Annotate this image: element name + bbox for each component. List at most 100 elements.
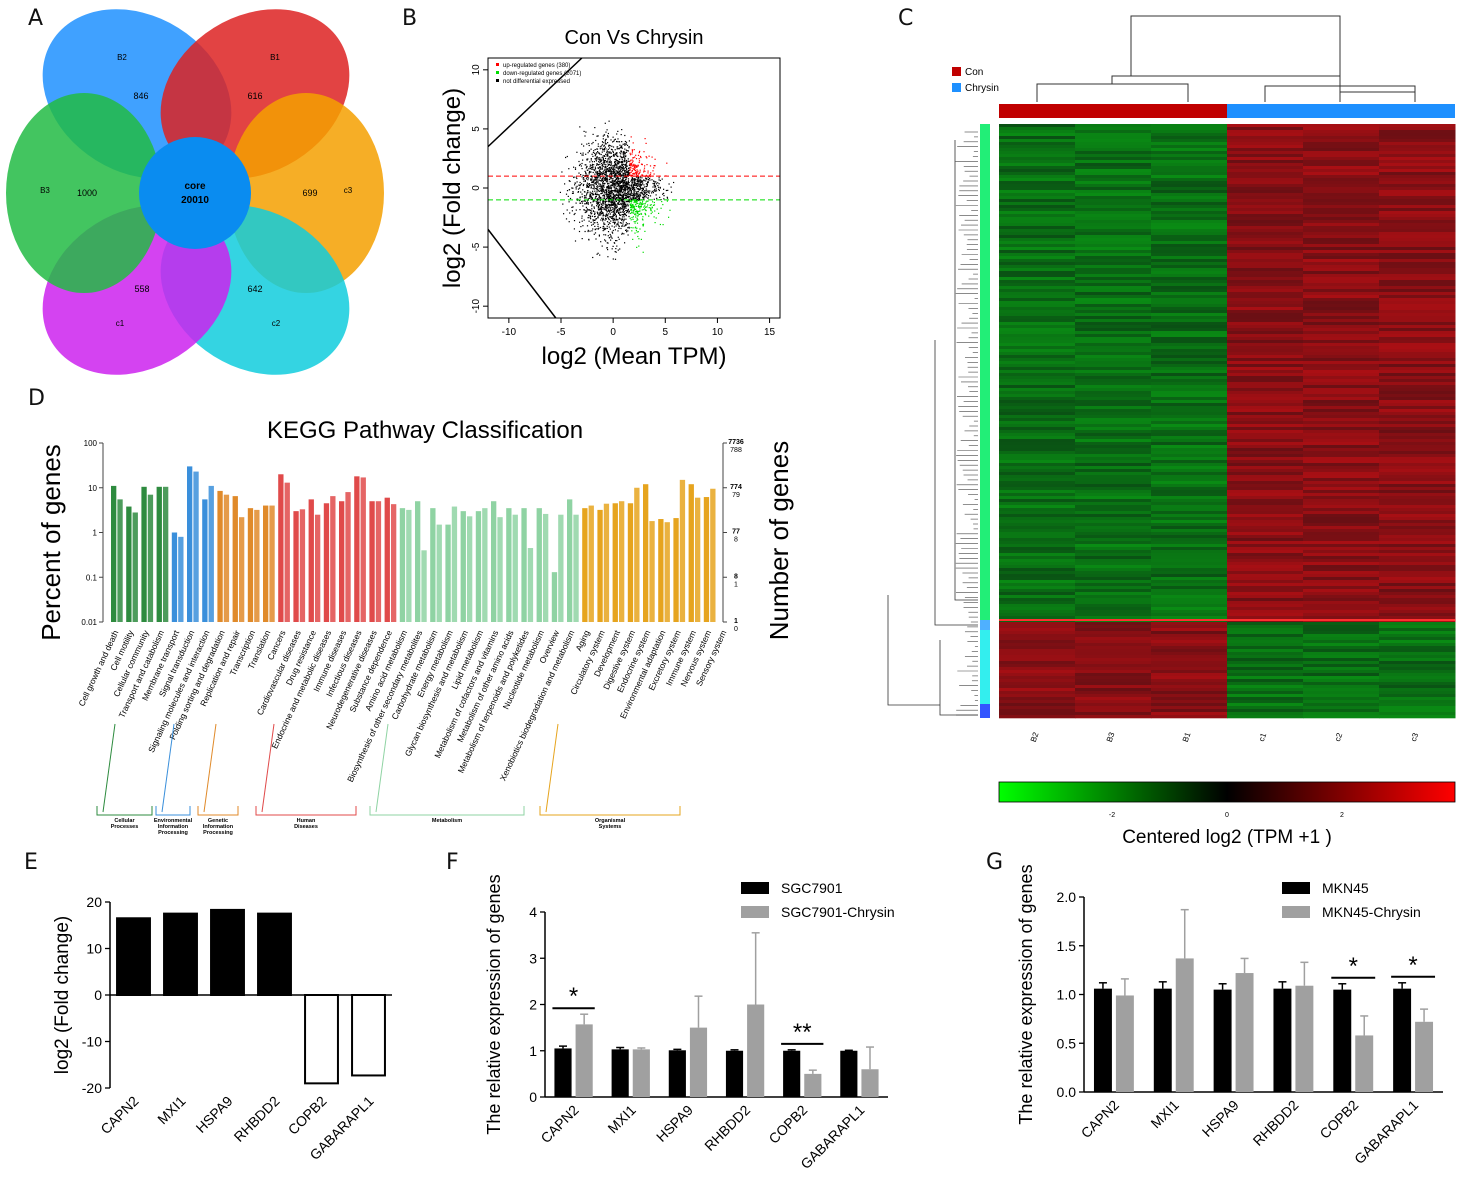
- heatmap-cell: [1379, 244, 1456, 248]
- heatmap-cell: [1379, 382, 1456, 386]
- heatmap-cell: [1379, 208, 1456, 212]
- heatmap-cell: [1227, 274, 1304, 278]
- ma-point: [647, 176, 649, 178]
- heatmap-cell: [1075, 178, 1152, 182]
- ma-point: [613, 210, 615, 212]
- heatmap-cell: [1075, 712, 1152, 716]
- ma-point: [604, 223, 606, 225]
- ma-point: [594, 179, 596, 181]
- heatmap-cell: [1379, 400, 1456, 404]
- ma-point: [629, 169, 631, 171]
- ma-point: [648, 155, 650, 157]
- ma-point: [566, 190, 569, 192]
- ma-point: [590, 194, 592, 196]
- significance-mark: *: [1408, 952, 1417, 979]
- ma-xtick-label: 15: [764, 327, 776, 338]
- ma-point: [580, 165, 582, 167]
- heatmap-cell: [1151, 346, 1228, 350]
- heatmap-cell: [1151, 202, 1228, 206]
- heatmap-cell: [999, 664, 1076, 668]
- ma-point: [644, 175, 646, 177]
- heatmap-cell: [1379, 652, 1456, 656]
- ma-point: [617, 221, 619, 223]
- ma-point: [594, 219, 596, 221]
- ma-point: [607, 231, 610, 233]
- ma-point: [646, 206, 648, 208]
- ma-point: [615, 166, 617, 168]
- ma-point: [609, 160, 611, 162]
- heatmap-cell: [1303, 256, 1380, 260]
- heatmap-cell: [1303, 634, 1380, 638]
- ma-point: [603, 179, 605, 181]
- ma-point: [639, 196, 641, 198]
- ma-point: [594, 232, 597, 234]
- heatmap-cell: [999, 541, 1076, 545]
- heatmap-cell: [1151, 364, 1228, 368]
- kegg-tick-right-label: 77: [732, 529, 740, 536]
- ma-point: [607, 180, 609, 182]
- ma-point: [647, 195, 650, 197]
- ma-point: [635, 166, 637, 168]
- heatmap-cell: [1379, 664, 1456, 668]
- ma-point: [581, 183, 583, 185]
- ma-point: [588, 144, 590, 147]
- heatmap-cell: [1227, 337, 1304, 341]
- ma-point: [623, 197, 625, 199]
- heatmap-cell: [1151, 427, 1228, 431]
- heatmap-sample-label: c1: [1257, 731, 1269, 743]
- heatmap-cell: [1151, 490, 1228, 494]
- kegg-group-label: Diseases: [294, 824, 318, 830]
- ma-point: [621, 141, 623, 143]
- kegg-bar-b: [254, 509, 260, 622]
- ma-point: [609, 162, 611, 164]
- heatmap-side-dendrogram: [887, 131, 978, 716]
- ma-point: [654, 210, 656, 212]
- ma-point: [616, 161, 618, 163]
- heatmap-cell: [1075, 340, 1152, 344]
- heatmap-cell: [1151, 160, 1228, 164]
- ma-point: [635, 197, 637, 199]
- ma-point: [618, 212, 620, 214]
- ma-xtick-label: 5: [663, 327, 669, 338]
- heatmap-cell: [1227, 130, 1304, 134]
- ma-point: [638, 158, 640, 160]
- ma-point: [639, 201, 641, 204]
- ma-point: [624, 202, 626, 204]
- heatmap-cell: [1151, 154, 1228, 158]
- ma-point: [599, 226, 602, 229]
- heatmap-cell: [1379, 154, 1456, 158]
- kegg-bar-b: [299, 509, 306, 622]
- heatmap-cell: [1075, 604, 1152, 608]
- ma-point: [629, 196, 631, 198]
- heatmap-cell: [1151, 271, 1228, 275]
- ma-point: [588, 142, 590, 144]
- ma-point: [609, 187, 611, 190]
- heatmap-cell: [1075, 124, 1152, 128]
- ma-point: [623, 216, 625, 218]
- ma-point: [626, 183, 629, 185]
- heatmap-cell: [999, 481, 1076, 485]
- ma-point: [615, 206, 618, 209]
- heatmap-cell: [1303, 436, 1380, 440]
- heatmap-cell: [1151, 163, 1228, 167]
- heatmap-cell: [999, 367, 1076, 371]
- heatmap-cell: [1151, 133, 1228, 137]
- heatmap-cluster-bar-1: [980, 124, 990, 620]
- heatmap-cell: [1227, 667, 1304, 671]
- ma-point: [622, 163, 624, 165]
- heatmap-cell: [1379, 577, 1456, 581]
- ma-point: [613, 214, 615, 217]
- ma-point: [615, 219, 617, 221]
- heatmap-cell: [1227, 271, 1304, 275]
- ma-point: [606, 187, 609, 189]
- ma-point: [602, 204, 604, 206]
- heatmap-cell: [1227, 184, 1304, 188]
- ma-point: [640, 184, 642, 186]
- heatmap-cell: [1227, 187, 1304, 191]
- ma-point: [628, 226, 630, 228]
- ma-point: [595, 178, 597, 180]
- ma-point: [613, 153, 615, 155]
- heatmap-cell: [999, 379, 1076, 383]
- ma-point: [598, 235, 600, 237]
- heatmap-cell: [1379, 655, 1456, 659]
